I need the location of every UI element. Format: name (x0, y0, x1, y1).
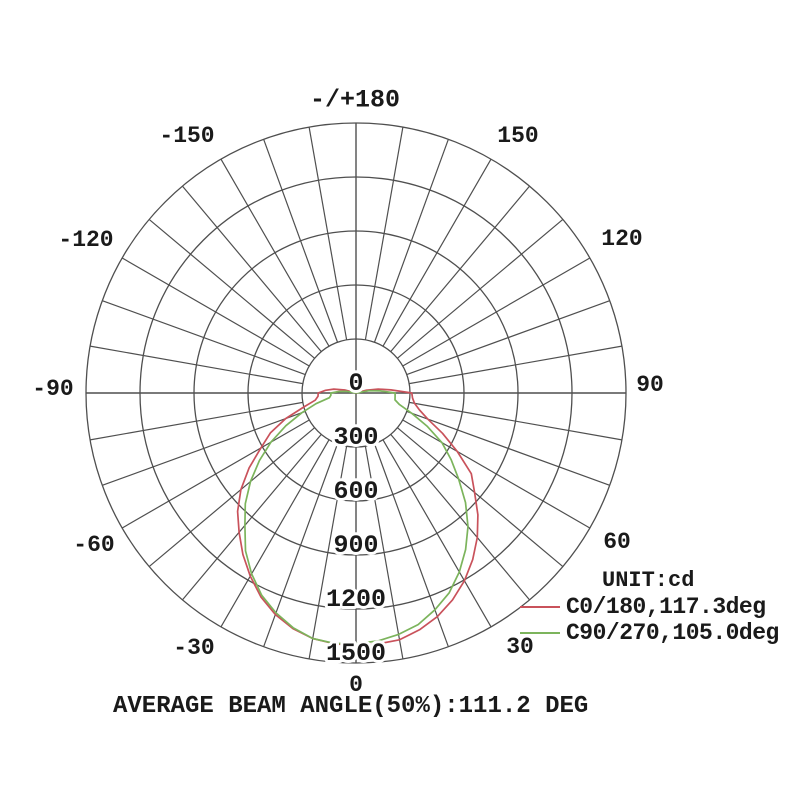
grid-spoke (181, 185, 322, 353)
angle-label--60: -60 (73, 532, 114, 558)
radial-label-600: 600 (333, 477, 378, 506)
grid-spoke (263, 139, 339, 343)
angle-label-30: 30 (506, 634, 534, 660)
legend-entry-c0-180: C0/180,117.3deg (520, 593, 779, 620)
grid-spoke (220, 439, 330, 628)
grid-spoke (402, 257, 591, 367)
grid-spoke (390, 433, 531, 601)
grid-spoke (89, 401, 303, 441)
angle-label-90: 90 (636, 372, 664, 398)
grid-spoke (364, 446, 404, 660)
angle-label-plus-minus-180: -/+180 (310, 86, 400, 115)
radial-label-1500: 1500 (326, 639, 386, 668)
c90-270-line-swatch (520, 631, 560, 634)
angle-label-150: 150 (497, 123, 538, 149)
angle-label--90: -90 (32, 376, 73, 402)
grid-spoke (308, 446, 348, 660)
grid-spoke (396, 218, 564, 359)
grid-spoke (148, 218, 316, 359)
grid-spoke (409, 401, 623, 441)
grid-spoke (263, 443, 339, 647)
radial-label-1200: 1200 (326, 585, 386, 614)
angle-label--150: -150 (159, 123, 214, 149)
grid-spoke (148, 427, 316, 568)
grid-spoke (406, 410, 610, 486)
grid-spoke (373, 139, 449, 343)
grid-spoke (308, 126, 348, 340)
radial-label-0: 0 (348, 369, 363, 398)
grid-spoke (102, 300, 306, 376)
angle-label--30: -30 (173, 635, 214, 661)
grid-spoke (373, 443, 449, 647)
grid-spoke (402, 419, 591, 529)
legend-label-c90-270: C90/270,105.0deg (566, 619, 779, 646)
grid-spoke (181, 433, 322, 601)
grid-spoke (396, 427, 564, 568)
grid-spoke (102, 410, 306, 486)
radial-label-300: 300 (333, 423, 378, 452)
grid-spoke (382, 439, 492, 628)
legend-entry-c90-270: C90/270,105.0deg (520, 619, 779, 646)
unit-label: UNIT:cd (602, 568, 695, 593)
grid-spoke (390, 185, 531, 353)
grid-spoke (409, 345, 623, 385)
angle-label-0: 0 (349, 672, 363, 698)
curve-C0-180 (236, 388, 479, 647)
grid-spoke (382, 158, 492, 347)
grid-spoke (121, 257, 310, 367)
grid-spoke (364, 126, 404, 340)
angle-label-60: 60 (603, 529, 631, 555)
angle-label-120: 120 (601, 226, 642, 252)
legend-label-c0-180: C0/180,117.3deg (566, 593, 766, 620)
grid-spoke (220, 158, 330, 347)
chart-legend: UNIT:cd C0/180,117.3deg C90/270,105.0deg (520, 568, 779, 646)
grid-spoke (89, 345, 303, 385)
angle-label--120: -120 (58, 227, 113, 253)
average-beam-angle-caption: AVERAGE BEAM ANGLE(50%):111.2 DEG (113, 693, 589, 720)
grid-spoke (121, 419, 310, 529)
grid-spoke (406, 300, 610, 376)
curve-C90-270 (244, 389, 469, 645)
radial-label-900: 900 (333, 531, 378, 560)
c0-180-line-swatch (520, 605, 560, 608)
